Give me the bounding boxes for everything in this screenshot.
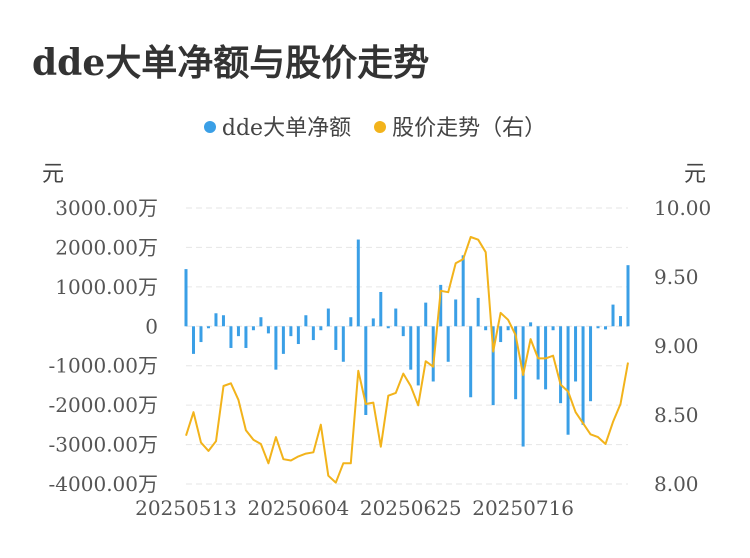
bar [424,302,428,327]
bar [499,326,503,343]
bar [379,291,383,327]
left-axis-tick-label: 1000.00万 [55,275,158,299]
right-axis-tick-label: 10.00 [654,196,711,220]
bar [259,317,263,327]
bar [281,326,285,354]
bar [454,299,458,327]
bar [386,326,390,329]
chart-title: dde大单净额与股价走势 [32,42,430,84]
x-axis-tick-label: 20250716 [472,496,574,520]
left-axis-tick-label: -4000.00万 [49,472,158,496]
bar [514,326,518,400]
left-axis-tick-label: -2000.00万 [49,393,158,417]
bar [296,326,300,345]
left-axis-ticks: 3000.00万 2000.00万 1000.00万 0 -1000.00万 -2000.… [49,196,158,496]
bar [221,315,225,327]
bar [319,326,323,331]
bar [551,326,555,331]
bar [304,315,308,327]
bar [461,255,465,327]
bar [484,326,488,331]
x-axis-ticks: 20250513 20250604 20250625 20250716 [135,496,574,520]
legend-item-dde[interactable]: dde大单净额 [203,110,352,142]
bar [566,326,570,435]
bar [619,316,623,327]
bar [401,326,405,337]
bar [311,326,315,341]
bar [244,326,248,348]
bar [506,326,510,331]
bar [236,326,240,337]
bar [251,326,255,331]
legend: dde大单净额 股价走势（右） [0,110,750,142]
right-axis-unit: 元 [684,162,707,187]
bar [214,313,218,327]
left-axis-tick-label: -1000.00万 [49,354,158,378]
x-axis-tick-label: 20250604 [247,496,349,520]
price-line [185,236,629,484]
bar [446,326,450,362]
bar [431,326,435,382]
bar [491,326,495,406]
right-axis-tick-label: 9.00 [654,334,699,358]
legend-dot-dde [203,121,216,133]
bar [341,326,345,362]
left-axis-tick-label: 2000.00万 [55,235,158,259]
right-axis-tick-label: 8.50 [654,403,699,427]
right-axis-tick-label: 9.50 [654,265,699,289]
bar [289,326,293,337]
legend-item-price[interactable]: 股价走势（右） [374,110,546,142]
bar [356,239,360,327]
legend-label-dde: dde大单净额 [221,116,352,141]
bar [596,326,600,329]
bar [611,304,615,327]
bar [529,322,533,327]
bar [266,326,270,334]
bar [581,326,585,425]
bar [334,326,338,350]
legend-label-price: 股价走势（右） [392,116,547,141]
bar [626,265,630,327]
bar [371,318,375,327]
bar [469,326,473,398]
left-axis-tick-label: -3000.00万 [49,433,158,457]
bar [559,326,563,404]
bar [326,308,330,327]
bar [574,326,578,382]
right-axis-ticks: 10.00 9.50 9.00 8.50 8.00 [654,196,711,496]
bar [206,326,210,329]
bar [199,326,203,343]
bar [184,269,188,327]
bar [349,317,353,327]
legend-dot-price [374,121,387,133]
bar [604,326,608,330]
bar [536,326,540,380]
grid-lines [186,207,628,485]
bar [521,326,525,447]
bar [589,326,593,402]
x-axis-tick-label: 20250513 [135,496,237,520]
bar [476,297,480,327]
bar [274,326,278,370]
bar [409,326,413,370]
line-series [185,236,629,484]
left-axis-tick-label: 3000.00万 [55,196,158,220]
bar [364,326,368,415]
left-axis-unit: 元 [42,162,65,187]
right-axis-tick-label: 8.00 [654,472,699,496]
bar-series [184,239,630,447]
bar [439,284,443,327]
x-axis-tick-label: 20250625 [360,496,462,520]
left-axis-tick-label: 0 [145,314,158,338]
bar [416,326,420,386]
bar [394,308,398,327]
bar [191,326,195,354]
bar [229,326,233,348]
